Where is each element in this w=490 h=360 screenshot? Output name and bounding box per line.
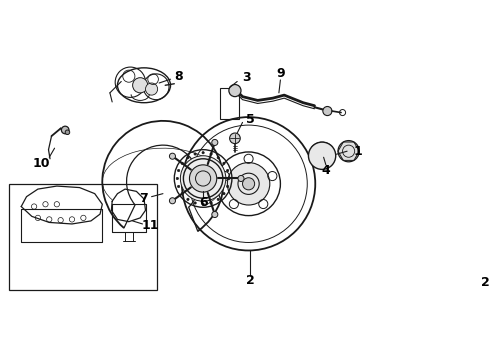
Circle shape	[308, 142, 336, 170]
Text: 9: 9	[276, 67, 285, 80]
Circle shape	[194, 153, 196, 155]
Circle shape	[187, 157, 189, 159]
Circle shape	[217, 198, 220, 201]
Circle shape	[212, 211, 218, 217]
Circle shape	[170, 153, 175, 159]
Circle shape	[243, 178, 255, 190]
Text: 3: 3	[242, 71, 250, 84]
Circle shape	[202, 203, 204, 206]
Circle shape	[230, 133, 240, 144]
Circle shape	[146, 83, 158, 95]
Circle shape	[210, 153, 212, 155]
Text: 1: 1	[353, 145, 362, 158]
Circle shape	[223, 193, 225, 195]
Circle shape	[202, 152, 204, 154]
Circle shape	[229, 85, 241, 96]
Circle shape	[194, 202, 196, 204]
Circle shape	[228, 177, 230, 180]
Text: 11: 11	[141, 219, 159, 232]
Circle shape	[170, 198, 175, 204]
Circle shape	[223, 162, 225, 165]
Text: 6: 6	[199, 196, 207, 209]
Circle shape	[181, 162, 183, 165]
Circle shape	[180, 156, 226, 201]
Text: 8: 8	[174, 71, 182, 84]
Circle shape	[323, 107, 332, 116]
Circle shape	[226, 170, 229, 172]
Circle shape	[187, 198, 189, 201]
Circle shape	[176, 177, 178, 180]
Circle shape	[338, 141, 359, 162]
Circle shape	[226, 185, 229, 188]
Text: 2: 2	[481, 276, 490, 289]
Text: 5: 5	[245, 113, 254, 126]
Circle shape	[210, 202, 212, 204]
Circle shape	[177, 170, 180, 172]
Circle shape	[212, 139, 218, 145]
Circle shape	[65, 130, 70, 135]
Text: 2: 2	[245, 274, 254, 287]
Circle shape	[181, 193, 183, 195]
Circle shape	[238, 175, 244, 181]
Circle shape	[177, 185, 180, 188]
Circle shape	[61, 126, 69, 134]
Text: 10: 10	[33, 157, 50, 170]
Circle shape	[217, 157, 220, 159]
Circle shape	[133, 78, 148, 93]
Text: 7: 7	[140, 193, 148, 206]
Circle shape	[190, 165, 217, 192]
Text: 4: 4	[321, 165, 330, 177]
Circle shape	[227, 163, 270, 205]
Bar	[9, 184, 157, 290]
Bar	[220, 87, 240, 120]
